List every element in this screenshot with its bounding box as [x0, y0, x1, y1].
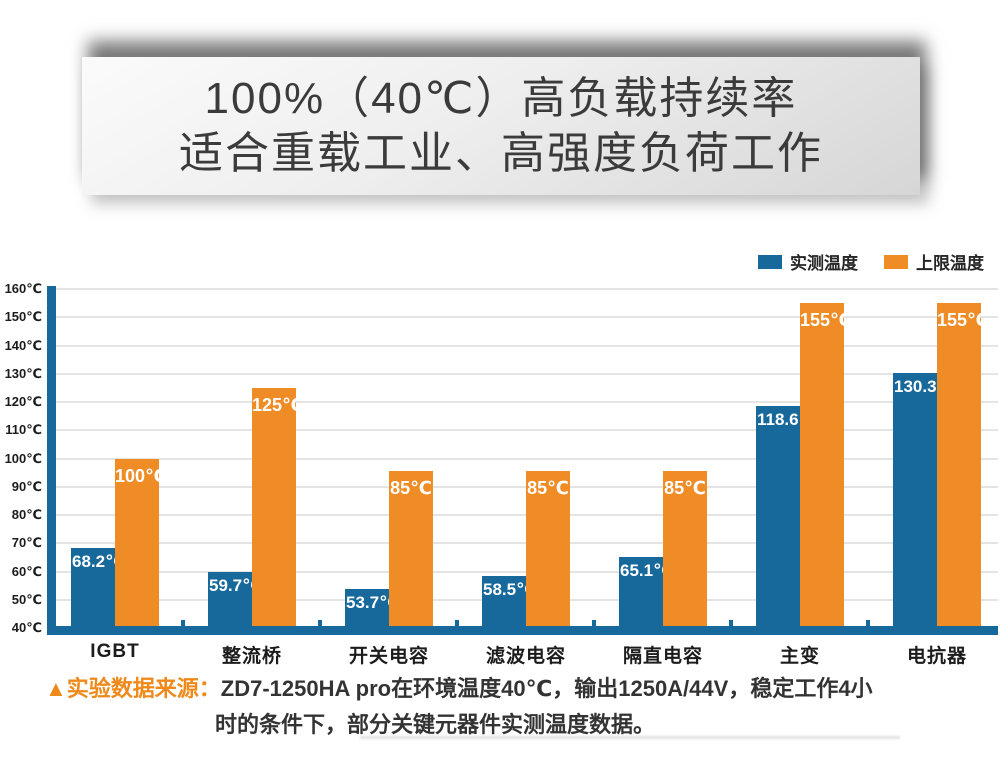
y-axis-label-70: 70℃ [11, 535, 42, 551]
bar-limit-3 [526, 471, 570, 626]
y-axis-label-50: 50℃ [11, 591, 42, 607]
bar-value-label-limit-1: 125℃ [252, 394, 304, 415]
x-axis-tick-1 [318, 620, 322, 626]
bar-value-label-measured-4: 65.1℃ [620, 561, 674, 581]
bar-value-label-measured-2: 53.7℃ [346, 593, 400, 613]
category-label-1: 整流桥 [221, 646, 283, 667]
banner-title-line1: 100%（40℃）高负载持续率 [204, 74, 798, 123]
bar-measured-4 [619, 557, 663, 630]
bar-limit-4 [663, 471, 707, 626]
y-axis-label-80: 80℃ [11, 507, 42, 522]
category-label-5: 主变 [779, 646, 821, 667]
bar-measured-3 [482, 575, 526, 630]
bar-value-label-limit-3: 85℃ [527, 478, 569, 499]
note-line2: 时的条件下，部分关键元器件实测温度数据。 [215, 707, 655, 739]
bar-value-label-limit-6: 155℃ [937, 310, 989, 331]
category-label-3: 滤波电容 [485, 646, 567, 667]
bar-limit-2 [389, 471, 433, 626]
gridline-110 [56, 429, 998, 432]
faint-artifact [360, 736, 900, 739]
banner-title-line2: 适合重载工业、高强度负荷工作 [179, 129, 823, 178]
y-axis-label-150: 150℃ [4, 309, 42, 325]
gridline-140 [56, 344, 998, 347]
bar-value-label-measured-0: 68.2℃ [72, 552, 126, 572]
bar-limit-5 [800, 303, 844, 626]
gridline-130 [56, 372, 998, 375]
note-text-line2: 时的条件下，部分关键元器件实测温度数据。 [215, 712, 656, 737]
y-axis-label-40: 40℃ [11, 620, 42, 635]
y-axis-label-90: 90℃ [11, 478, 42, 494]
bar-limit-1 [252, 387, 296, 626]
y-axis-label-110: 110℃ [5, 422, 42, 438]
category-label-2: 开关电容 [348, 646, 430, 667]
y-axis-label-120: 120℃ [4, 394, 42, 409]
y-axis-label-130: 130℃ [4, 365, 42, 381]
y-axis-label-60: 60℃ [11, 563, 42, 579]
bar-measured-2 [345, 589, 389, 630]
bar-value-label-measured-1: 59.7℃ [209, 576, 263, 596]
bar-value-label-limit-0: 100℃ [115, 465, 167, 486]
legend-item-0: 实测温度 [758, 249, 858, 274]
bar-limit-6 [937, 303, 981, 626]
chart-legend: 实测温度 上限温度 [758, 249, 984, 274]
x-axis-tick-2 [455, 620, 459, 626]
category-label-6: 电抗器 [906, 646, 968, 667]
bar-value-label-limit-2: 85℃ [390, 478, 432, 499]
bar-value-label-measured-3: 58.5℃ [483, 579, 537, 599]
bar-measured-0 [71, 548, 115, 630]
y-axis-label-160: 160℃ [4, 281, 42, 296]
note-text-line1: ZD7-1250HA pro在环境温度40℃，输出1250A/44V，稳定工作4… [220, 676, 873, 701]
x-axis-tick-3 [592, 620, 596, 626]
legend-swatch-0 [758, 254, 782, 269]
y-axis-label-100: 100℃ [4, 450, 42, 466]
title-banner: 100%（40℃）高负载持续率 适合重载工业、高强度负荷工作 [82, 57, 920, 195]
gridline-150 [56, 316, 998, 319]
x-axis-tick-4 [729, 620, 733, 626]
legend-swatch-1 [884, 254, 908, 269]
y-axis-line [47, 286, 56, 635]
legend-item-1: 上限温度 [884, 249, 984, 274]
category-label-4: 隔直电容 [622, 646, 704, 667]
bar-measured-6 [893, 372, 937, 630]
x-axis-tick-0 [181, 620, 185, 626]
bar-limit-0 [115, 458, 159, 626]
legend-label-0: 实测温度 [790, 254, 858, 273]
bar-measured-5 [756, 405, 800, 630]
gridline-160 [56, 288, 998, 290]
y-axis-label-140: 140℃ [4, 337, 42, 353]
gridline-100 [56, 457, 998, 460]
category-label-0: IGBT [90, 641, 140, 662]
x-axis-tick-5 [866, 620, 870, 626]
legend-label-1: 上限温度 [916, 254, 984, 273]
gridline-120 [56, 401, 998, 403]
x-axis-line [47, 626, 998, 635]
bar-value-label-limit-4: 85℃ [664, 478, 706, 499]
bar-value-label-limit-5: 155℃ [800, 310, 852, 331]
bar-measured-1 [208, 572, 252, 630]
note-source-prefix: ▲实验数据来源： [45, 676, 221, 701]
note-line1: ▲实验数据来源：ZD7-1250HA pro在环境温度40℃，输出1250A/4… [45, 671, 873, 703]
